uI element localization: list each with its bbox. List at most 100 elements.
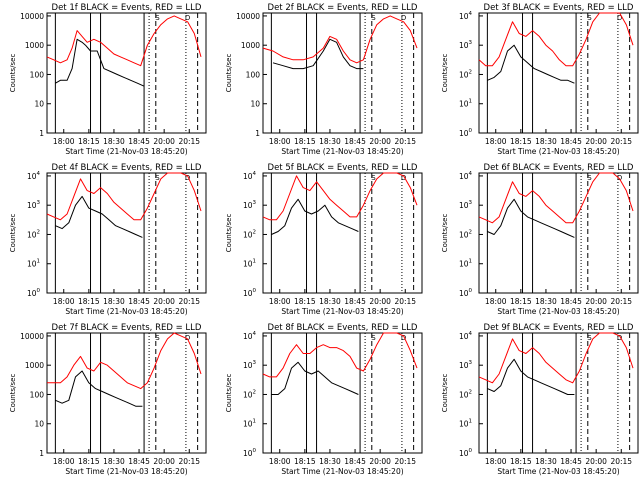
- x-tick-label: 18:45: [344, 297, 366, 306]
- marker-letter: D: [617, 174, 622, 182]
- x-tick-label: 20:00: [369, 137, 391, 146]
- y-tick-label: 102: [459, 69, 472, 79]
- detector-panel: Det 5f BLACK = Events, RED = LLD 100 101 10…: [225, 163, 423, 316]
- y-tick-label: 100: [27, 288, 41, 298]
- x-tick-label: 18:30: [319, 137, 341, 146]
- y-tick-label: 103: [243, 200, 257, 210]
- lld-series-line: [262, 332, 418, 378]
- x-tick-label: 20:15: [610, 297, 632, 306]
- y-tick-label: 101: [27, 259, 40, 269]
- y-tick-label: 100: [243, 448, 257, 458]
- y-tick-label: 101: [459, 259, 472, 269]
- x-tick-label: 18:30: [535, 457, 557, 466]
- x-tick-label: 18:30: [535, 297, 557, 306]
- x-tick-label: 18:45: [560, 137, 582, 146]
- panel-title: Det 1f BLACK = Events, RED = LLD: [52, 3, 202, 13]
- x-tick-label: 18:30: [103, 297, 125, 306]
- y-tick-label: 101: [243, 259, 256, 269]
- y-tick-label: 10000: [20, 12, 44, 21]
- y-axis-label: Counts/sec: [225, 374, 233, 413]
- marker-letter: S: [587, 174, 592, 182]
- y-tick-label: 100: [243, 288, 257, 298]
- y-tick-label: 10000: [236, 12, 260, 21]
- x-tick-label: 20:15: [178, 137, 200, 146]
- x-tick-label: 18:15: [510, 297, 532, 306]
- y-tick-label: 100: [30, 70, 45, 79]
- events-series-line: [55, 38, 145, 87]
- x-tick-label: 18:45: [560, 297, 582, 306]
- x-axis-label: Start Time (21-Nov-03 18:45:20): [281, 147, 403, 156]
- y-tick-label: 104: [27, 171, 41, 181]
- x-tick-label: 20:00: [585, 457, 607, 466]
- x-tick-label: 18:30: [103, 457, 125, 466]
- x-tick-label: 18:00: [485, 137, 507, 146]
- y-tick-label: 104: [243, 171, 257, 181]
- x-tick-label: 20:15: [178, 457, 200, 466]
- x-tick-label: 20:15: [394, 297, 416, 306]
- x-tick-label: 20:00: [369, 297, 391, 306]
- y-tick-label: 102: [459, 389, 472, 399]
- detector-panel: Det 9f BLACK = Events, RED = LLD 100 101 10…: [441, 323, 639, 476]
- x-tick-label: 18:45: [128, 457, 150, 466]
- panel-title: Det 7f BLACK = Events, RED = LLD: [52, 323, 202, 333]
- panel-title: Det 8f BLACK = Events, RED = LLD: [268, 323, 418, 333]
- marker-letter: S: [371, 174, 376, 182]
- y-tick-label: 104: [459, 11, 473, 21]
- x-axis-label: Start Time (21-Nov-03 18:45:20): [281, 307, 403, 316]
- panel-title: Det 4f BLACK = Events, RED = LLD: [52, 163, 202, 173]
- y-tick-label: 101: [243, 419, 256, 429]
- panel-title: Det 9f BLACK = Events, RED = LLD: [484, 323, 634, 333]
- panel-title: Det 5f BLACK = Events, RED = LLD: [268, 163, 418, 173]
- marker-letter: S: [587, 334, 592, 342]
- y-tick-label: 1: [39, 129, 44, 138]
- x-tick-label: 18:00: [269, 457, 291, 466]
- marker-letter: D: [185, 174, 190, 182]
- x-tick-label: 18:30: [319, 457, 341, 466]
- y-tick-label: 1000: [25, 41, 44, 50]
- y-tick-label: 10: [34, 100, 44, 109]
- x-tick-label: 18:00: [269, 137, 291, 146]
- events-series-line: [271, 361, 359, 395]
- x-tick-label: 20:00: [153, 297, 175, 306]
- y-tick-label: 10: [34, 420, 44, 429]
- lld-series-line: [46, 15, 202, 67]
- lld-series-line: [478, 172, 634, 224]
- x-tick-label: 18:00: [53, 457, 75, 466]
- y-tick-label: 100: [246, 70, 261, 79]
- y-tick-label: 103: [459, 360, 473, 370]
- detector-panel: Det 2f BLACK = Events, RED = LLD 1 10 100 10…: [225, 3, 423, 156]
- x-axis-label: Start Time (21-Nov-03 18:45:20): [65, 467, 187, 476]
- x-tick-label: 18:45: [128, 137, 150, 146]
- x-tick-label: 18:45: [344, 137, 366, 146]
- y-tick-label: 104: [459, 331, 473, 341]
- detector-panel: Det 4f BLACK = Events, RED = LLD 100 101 10…: [9, 163, 207, 316]
- detector-panel: Det 1f BLACK = Events, RED = LLD 1 10 100 10…: [9, 3, 207, 156]
- events-series-line: [271, 198, 359, 235]
- y-tick-label: 10: [250, 100, 260, 109]
- detector-panel: Det 6f BLACK = Events, RED = LLD 100 101 10…: [441, 163, 639, 316]
- x-tick-label: 18:15: [78, 457, 100, 466]
- y-tick-label: 1: [255, 129, 260, 138]
- y-tick-label: 102: [27, 229, 40, 239]
- panel-title: Det 3f BLACK = Events, RED = LLD: [484, 3, 634, 13]
- plot-frame: [262, 12, 423, 134]
- marker-letter: D: [401, 14, 406, 22]
- detector-panel: Det 3f BLACK = Events, RED = LLD 100 101 10…: [441, 3, 639, 156]
- events-series-line: [487, 44, 575, 84]
- marker-letter: D: [617, 14, 622, 22]
- x-tick-label: 20:15: [610, 457, 632, 466]
- x-tick-label: 18:15: [78, 137, 100, 146]
- x-tick-label: 18:00: [485, 297, 507, 306]
- marker-letter: S: [155, 334, 160, 342]
- y-tick-label: 101: [459, 99, 472, 109]
- x-tick-label: 18:15: [294, 457, 316, 466]
- y-tick-label: 102: [243, 229, 256, 239]
- y-tick-label: 100: [459, 128, 473, 138]
- y-axis-label: Counts/sec: [441, 374, 449, 413]
- x-tick-label: 20:15: [394, 137, 416, 146]
- y-tick-label: 102: [459, 229, 472, 239]
- x-axis-label: Start Time (21-Nov-03 18:45:20): [281, 467, 403, 476]
- lld-series-line: [47, 332, 202, 390]
- y-tick-label: 104: [243, 331, 257, 341]
- x-tick-label: 18:30: [319, 297, 341, 306]
